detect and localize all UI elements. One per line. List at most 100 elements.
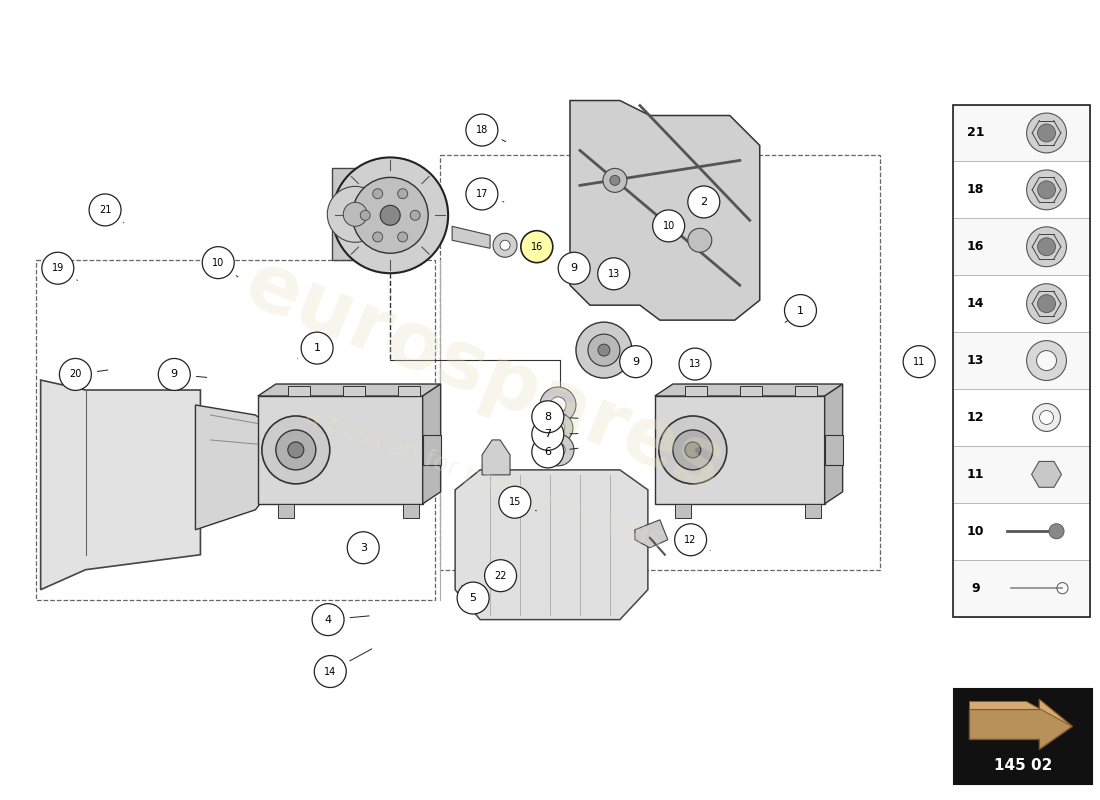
- Text: 7: 7: [544, 430, 551, 439]
- Circle shape: [1026, 227, 1067, 266]
- Polygon shape: [455, 470, 648, 620]
- Polygon shape: [654, 396, 825, 504]
- Polygon shape: [1032, 462, 1062, 487]
- Circle shape: [603, 169, 627, 192]
- Circle shape: [685, 442, 701, 458]
- Circle shape: [688, 186, 719, 218]
- Circle shape: [315, 655, 346, 687]
- Circle shape: [343, 202, 367, 226]
- Circle shape: [558, 252, 590, 284]
- Bar: [794, 386, 816, 396]
- Polygon shape: [969, 699, 1072, 750]
- Polygon shape: [422, 384, 441, 504]
- Text: 17: 17: [475, 189, 488, 199]
- Text: 5: 5: [470, 593, 476, 603]
- Circle shape: [352, 178, 428, 254]
- Text: 14: 14: [324, 666, 337, 677]
- Circle shape: [1037, 238, 1056, 256]
- Circle shape: [659, 416, 727, 484]
- Bar: [288, 386, 310, 396]
- Circle shape: [466, 114, 498, 146]
- Circle shape: [1037, 124, 1056, 142]
- Bar: [955, 690, 1092, 784]
- Text: 9: 9: [571, 263, 578, 274]
- Bar: [954, 275, 1090, 332]
- Circle shape: [89, 194, 121, 226]
- Circle shape: [42, 252, 74, 284]
- Text: 20: 20: [69, 370, 81, 379]
- Polygon shape: [969, 699, 1072, 726]
- Circle shape: [373, 189, 383, 198]
- Text: 11: 11: [913, 357, 925, 366]
- Circle shape: [398, 189, 408, 198]
- Circle shape: [551, 422, 564, 434]
- Circle shape: [619, 346, 651, 378]
- Circle shape: [543, 413, 573, 443]
- Circle shape: [360, 210, 371, 220]
- Bar: [954, 105, 1090, 617]
- Bar: [422, 435, 441, 465]
- Polygon shape: [635, 520, 668, 548]
- Bar: [740, 386, 761, 396]
- Bar: [35, 260, 436, 600]
- Circle shape: [609, 175, 620, 186]
- Text: 10: 10: [212, 258, 224, 268]
- Circle shape: [520, 230, 553, 262]
- Text: 22: 22: [494, 570, 507, 581]
- Circle shape: [1033, 403, 1060, 431]
- Circle shape: [493, 234, 517, 258]
- Bar: [440, 155, 880, 570]
- Bar: [954, 105, 1090, 162]
- Bar: [954, 560, 1090, 617]
- Polygon shape: [278, 504, 294, 518]
- Circle shape: [500, 240, 510, 250]
- Circle shape: [652, 210, 684, 242]
- Text: 16: 16: [530, 242, 543, 252]
- Bar: [954, 162, 1090, 218]
- Circle shape: [332, 158, 448, 274]
- Text: 19: 19: [52, 263, 64, 274]
- Circle shape: [903, 346, 935, 378]
- Bar: [825, 435, 843, 465]
- Circle shape: [542, 434, 574, 466]
- Circle shape: [1040, 410, 1054, 425]
- Circle shape: [688, 228, 712, 252]
- Text: 9: 9: [971, 582, 980, 594]
- Circle shape: [531, 436, 564, 468]
- Circle shape: [398, 232, 408, 242]
- Circle shape: [1037, 181, 1056, 199]
- Circle shape: [597, 258, 629, 290]
- Circle shape: [381, 206, 400, 226]
- Circle shape: [373, 232, 383, 242]
- Text: 10: 10: [662, 221, 674, 231]
- Bar: [954, 332, 1090, 389]
- Polygon shape: [452, 226, 491, 248]
- Circle shape: [673, 430, 713, 470]
- Circle shape: [784, 294, 816, 326]
- Circle shape: [301, 332, 333, 364]
- Text: 21: 21: [99, 205, 111, 215]
- Bar: [685, 386, 707, 396]
- Circle shape: [1049, 524, 1064, 539]
- Bar: [954, 446, 1090, 503]
- Bar: [954, 503, 1090, 560]
- Circle shape: [1026, 113, 1067, 153]
- Circle shape: [1026, 341, 1067, 381]
- Polygon shape: [570, 101, 760, 320]
- Text: 18: 18: [967, 183, 984, 196]
- Polygon shape: [654, 384, 843, 396]
- Circle shape: [485, 560, 517, 592]
- Polygon shape: [482, 440, 510, 475]
- Text: a passion for parts since 1985: a passion for parts since 1985: [302, 404, 666, 556]
- Text: 10: 10: [967, 525, 984, 538]
- Circle shape: [598, 344, 609, 356]
- Text: 16: 16: [967, 240, 984, 254]
- Text: 9: 9: [632, 357, 639, 366]
- Text: 12: 12: [684, 534, 696, 545]
- Circle shape: [531, 418, 564, 450]
- Circle shape: [1037, 294, 1056, 313]
- Circle shape: [458, 582, 490, 614]
- Text: 8: 8: [544, 412, 551, 422]
- Bar: [954, 218, 1090, 275]
- Bar: [343, 386, 365, 396]
